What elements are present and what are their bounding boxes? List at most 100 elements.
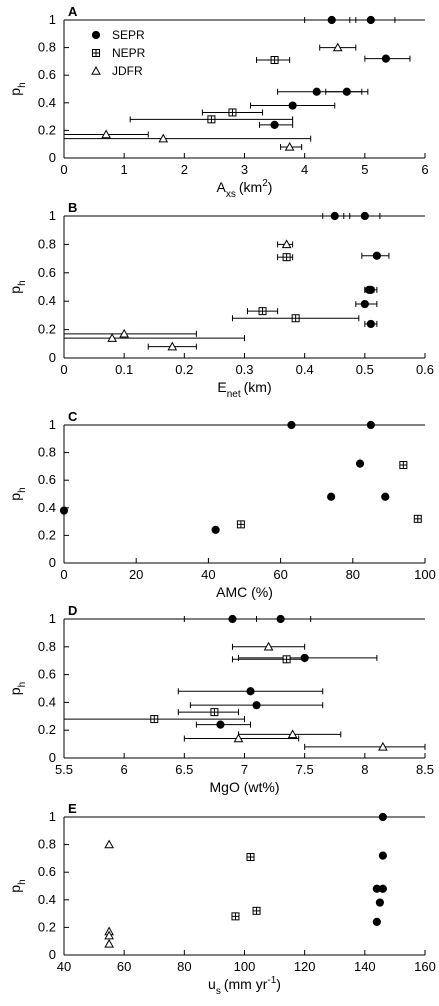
data-point-circle bbox=[327, 492, 336, 501]
data-point-square bbox=[231, 912, 240, 921]
x-tick-label: 160 bbox=[414, 959, 436, 974]
data-point-triangle bbox=[332, 42, 343, 52]
series-circle bbox=[177, 614, 378, 729]
series-square bbox=[236, 461, 422, 529]
data-point-circle bbox=[366, 15, 375, 25]
data-point-square bbox=[413, 514, 422, 523]
y-tick-label: 0.4 bbox=[38, 293, 56, 308]
legend: SEPR NEPR JDFR bbox=[91, 28, 146, 78]
y-tick-label: 0.6 bbox=[38, 67, 56, 82]
x-axis-label-subscript: net bbox=[227, 389, 241, 400]
legend-label: JDFR bbox=[112, 64, 143, 78]
y-tick-label: 0.4 bbox=[38, 95, 56, 110]
legend-label: NEPR bbox=[112, 46, 146, 60]
data-point-circle bbox=[276, 614, 285, 624]
data-point-square bbox=[210, 708, 219, 717]
data-point-triangle bbox=[284, 141, 295, 151]
y-tick-label: 0.6 bbox=[38, 864, 56, 879]
y-axis-label: ph bbox=[7, 82, 28, 95]
data-point-circle bbox=[288, 101, 297, 110]
data-point-triangle bbox=[104, 938, 114, 948]
y-tick-label: 0.4 bbox=[38, 500, 56, 515]
x-tick-label: 100 bbox=[234, 959, 256, 974]
x-tick-label: 100 bbox=[414, 567, 436, 582]
series-triangle bbox=[183, 641, 426, 751]
series-circle bbox=[322, 211, 390, 329]
x-axis-label-main: u bbox=[208, 976, 216, 992]
data-point-circle bbox=[378, 851, 387, 860]
data-point-square bbox=[236, 520, 245, 529]
data-point-circle bbox=[372, 917, 381, 926]
x-axis-label: MgO (wt%) bbox=[210, 779, 280, 795]
panel-c: C 0 0.2 0.4 0.6 0.8 1 0 20 40 60 80 100 ph AMC (%) bbox=[7, 409, 436, 600]
data-point-circle bbox=[246, 687, 255, 696]
data-point-circle bbox=[216, 720, 225, 729]
x-axis-label-main: E bbox=[217, 379, 226, 395]
data-point-triangle bbox=[101, 129, 111, 139]
data-point-circle bbox=[360, 211, 369, 221]
series-circle bbox=[372, 812, 387, 926]
series-triangle bbox=[63, 239, 294, 351]
x-tick-label: 140 bbox=[354, 959, 376, 974]
y-tick-label: 0.2 bbox=[38, 527, 56, 542]
x-axis-label-main: AMC (%) bbox=[216, 584, 273, 600]
x-tick-label: 0.5 bbox=[356, 362, 374, 377]
y-tick-label: 0.4 bbox=[38, 892, 56, 907]
x-tick-label: 5.5 bbox=[55, 762, 73, 777]
data-point-circle bbox=[270, 120, 279, 129]
x-tick-label: 4 bbox=[301, 162, 308, 177]
x-tick-label: 120 bbox=[294, 959, 316, 974]
x-axis-label-unit: (mm yr bbox=[224, 976, 268, 992]
x-tick-label: 1 bbox=[121, 162, 128, 177]
data-point-circle bbox=[228, 614, 237, 624]
x-axis-label: us (mm yr-1) bbox=[208, 975, 281, 997]
data-point-square bbox=[282, 655, 291, 664]
y-axis-label-main: p bbox=[7, 493, 23, 501]
y-axis-label: ph bbox=[7, 280, 28, 293]
data-point-square bbox=[258, 307, 267, 316]
y-axis-label-subscript: h bbox=[17, 487, 28, 493]
x-axis-label-superscript: -1 bbox=[267, 975, 276, 986]
data-point-square bbox=[252, 906, 261, 915]
y-axis-label-main: p bbox=[7, 88, 23, 96]
data-point-triangle bbox=[233, 733, 244, 743]
data-point-circle bbox=[378, 884, 387, 893]
data-point-circle bbox=[375, 898, 384, 907]
series-square bbox=[129, 56, 294, 124]
data-point-circle bbox=[378, 812, 387, 822]
y-tick-label: 0.8 bbox=[38, 445, 56, 460]
x-axis-label-subscript: xs bbox=[226, 189, 236, 200]
x-tick-label: 0.4 bbox=[296, 362, 314, 377]
series-square bbox=[231, 253, 360, 323]
y-tick-label: 1 bbox=[49, 417, 56, 432]
data-point-square bbox=[150, 715, 159, 724]
legend-marker-square bbox=[92, 49, 100, 57]
y-tick-label: 0 bbox=[49, 750, 56, 765]
x-tick-label: 5 bbox=[361, 162, 368, 177]
panel-letter: E bbox=[68, 801, 77, 816]
x-axis-label-unit: (km) bbox=[244, 379, 272, 395]
x-axis-label-main: MgO (wt%) bbox=[210, 779, 280, 795]
data-point-circle bbox=[342, 87, 351, 96]
data-point-triangle bbox=[158, 133, 169, 143]
series-square bbox=[231, 853, 261, 921]
panel-letter: D bbox=[68, 603, 77, 618]
y-tick-label: 0.2 bbox=[38, 919, 56, 934]
series-circle bbox=[59, 420, 390, 534]
x-tick-label: 7.5 bbox=[296, 762, 314, 777]
data-point-circle bbox=[312, 87, 321, 96]
y-tick-label: 0.8 bbox=[38, 837, 56, 852]
y-tick-label: 0.6 bbox=[38, 472, 56, 487]
y-tick-label: 0.2 bbox=[38, 722, 56, 737]
x-tick-label: 0.1 bbox=[115, 362, 133, 377]
y-axis-label-main: p bbox=[7, 885, 23, 893]
y-tick-label: 1 bbox=[49, 12, 56, 27]
x-tick-label: 3 bbox=[241, 162, 248, 177]
y-tick-label: 0 bbox=[49, 150, 56, 165]
x-tick-label: 0.2 bbox=[175, 362, 193, 377]
x-tick-label: 60 bbox=[117, 959, 131, 974]
y-axis-label: ph bbox=[7, 682, 28, 695]
data-point-triangle bbox=[378, 741, 388, 751]
data-point-square bbox=[282, 253, 291, 262]
